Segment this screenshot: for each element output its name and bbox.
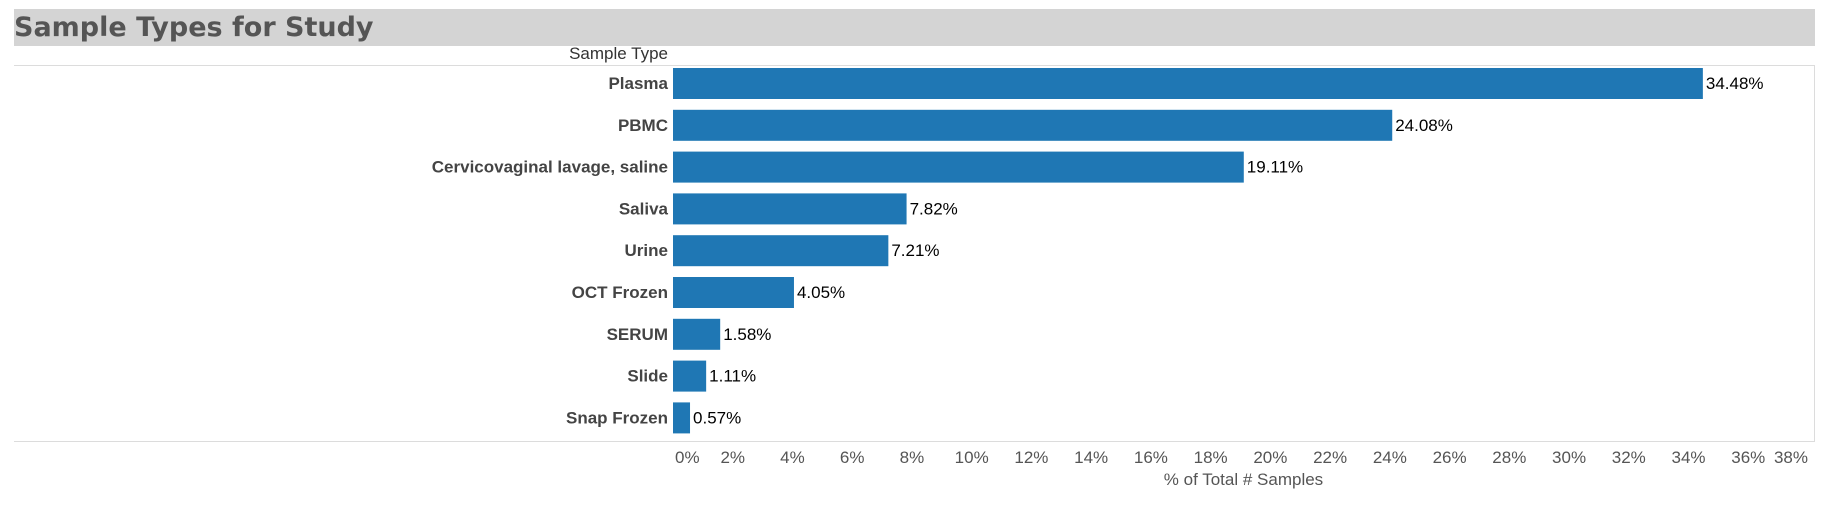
x-tick-label: 10% bbox=[955, 448, 989, 467]
category-label: OCT Frozen bbox=[572, 283, 668, 302]
category-label: SERUM bbox=[607, 325, 668, 344]
data-label: 7.82% bbox=[910, 199, 958, 218]
x-tick-label: 32% bbox=[1612, 448, 1646, 467]
chart-title: Sample Types for Study bbox=[14, 12, 374, 43]
category-label: PBMC bbox=[618, 116, 668, 135]
x-tick-label: 34% bbox=[1672, 448, 1706, 467]
x-tick-label: 4% bbox=[780, 448, 805, 467]
category-label: Snap Frozen bbox=[566, 408, 668, 427]
x-tick-label: 20% bbox=[1253, 448, 1287, 467]
data-label: 7.21% bbox=[891, 241, 939, 260]
data-label: 1.58% bbox=[723, 325, 771, 344]
category-label: Urine bbox=[625, 241, 668, 260]
x-tick-label: 28% bbox=[1492, 448, 1526, 467]
x-tick-label: 8% bbox=[900, 448, 925, 467]
data-label: 19.11% bbox=[1247, 158, 1303, 177]
x-tick-label: 6% bbox=[840, 448, 865, 467]
x-tick-label: 22% bbox=[1313, 448, 1347, 467]
category-label: Slide bbox=[627, 367, 668, 386]
data-label: 1.11% bbox=[709, 367, 756, 386]
category-label: Saliva bbox=[619, 199, 669, 218]
x-tick-label: 38% bbox=[1774, 448, 1808, 467]
category-label: Plasma bbox=[608, 74, 668, 93]
x-tick-label: 24% bbox=[1373, 448, 1407, 467]
bar bbox=[673, 193, 907, 225]
bar bbox=[673, 318, 721, 350]
bar bbox=[673, 68, 1703, 99]
bar bbox=[673, 277, 794, 308]
x-tick-label: 30% bbox=[1552, 448, 1586, 467]
frame-top-border bbox=[14, 65, 1815, 66]
data-label: 0.57% bbox=[693, 408, 741, 427]
bar bbox=[673, 109, 1393, 141]
x-tick-label: 12% bbox=[1014, 448, 1048, 467]
bar bbox=[673, 151, 1244, 183]
data-label: 34.48% bbox=[1706, 74, 1764, 93]
x-tick-label: 18% bbox=[1194, 448, 1228, 467]
data-label: 24.08% bbox=[1395, 116, 1453, 135]
x-tick-label: 0% bbox=[675, 448, 700, 467]
bar bbox=[673, 235, 889, 267]
x-axis-title: % of Total # Samples bbox=[1163, 470, 1324, 489]
title-bar: Sample Types for Study bbox=[14, 9, 1815, 46]
data-label: 4.05% bbox=[797, 283, 845, 302]
x-tick-label: 36% bbox=[1731, 448, 1765, 467]
frame-bottom-border bbox=[14, 441, 1815, 442]
bar bbox=[673, 402, 691, 434]
x-tick-label: 16% bbox=[1134, 448, 1168, 467]
category-label: Cervicovaginal lavage, saline bbox=[432, 158, 668, 177]
x-tick-label: 2% bbox=[720, 448, 745, 467]
bar bbox=[673, 360, 707, 392]
row-header-label: Sample Type bbox=[569, 44, 668, 63]
frame-right-border bbox=[1814, 65, 1815, 442]
x-tick-label: 26% bbox=[1433, 448, 1467, 467]
x-tick-label: 14% bbox=[1074, 448, 1108, 467]
